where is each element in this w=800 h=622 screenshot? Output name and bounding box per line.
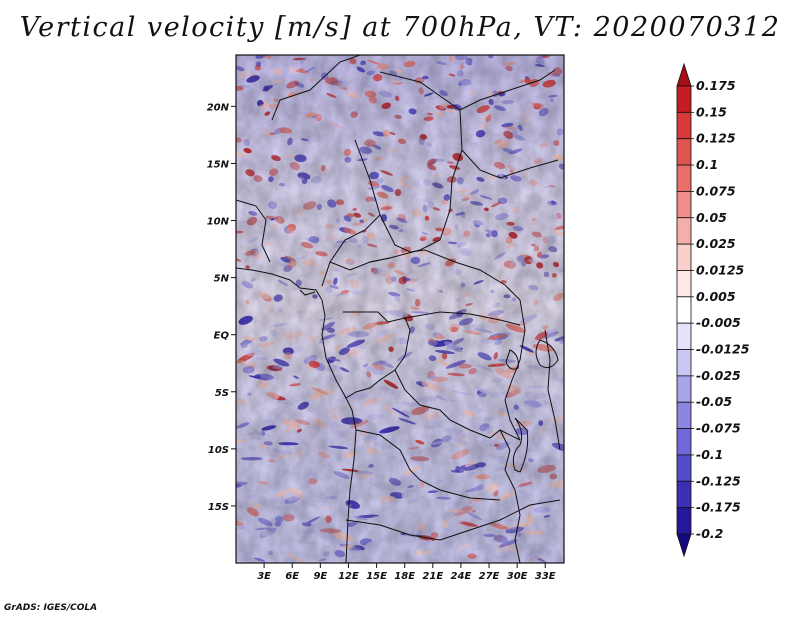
colorbar-label: -0.05 — [696, 394, 732, 409]
colorbar-label: -0.0125 — [696, 342, 750, 357]
colorbar-label: -0.125 — [696, 473, 741, 488]
colorbar-label: -0.1 — [696, 447, 723, 462]
lon-tick-label: 9E — [313, 571, 327, 582]
colorbar-swatch — [676, 191, 692, 219]
colorbar-label: 0.125 — [696, 131, 736, 146]
latitude-axis: 20N 15N 10N 5N EQ 5S 10S 15S — [207, 102, 236, 513]
colorbar-label: 0.0125 — [696, 262, 745, 277]
colorbar-label: 0.005 — [696, 289, 736, 304]
lat-tick-label: EQ — [214, 331, 230, 342]
colorbar-swatch — [676, 85, 692, 113]
lon-tick-label: 12E — [338, 571, 359, 582]
velocity-field — [236, 55, 564, 563]
lat-tick-label: 5N — [214, 274, 230, 285]
map-title: Vertical velocity [m/s] at 700hPa, VT: 2… — [19, 12, 781, 43]
lon-tick-label: 3E — [257, 571, 271, 582]
colorbar-swatch — [676, 375, 692, 403]
lat-tick-label: 15S — [208, 502, 229, 513]
colorbar-label: -0.2 — [696, 526, 723, 541]
colorbar-label: -0.075 — [696, 421, 741, 436]
map-frame — [235, 54, 565, 564]
colorbar-swatch — [676, 507, 692, 535]
lat-tick-label: 10S — [208, 445, 229, 456]
lon-tick-label: 24E — [451, 571, 472, 582]
lat-tick-label: 5S — [215, 388, 229, 399]
colorbar-label: 0.05 — [696, 210, 727, 225]
lat-tick-label: 15N — [207, 159, 230, 170]
colorbar-swatch — [676, 428, 692, 456]
colorbar-swatch — [676, 111, 692, 140]
colorbar-swatch — [676, 296, 692, 324]
longitude-axis: 3E 6E 9E 12E 15E 18E 21E 24E 27E 30E 33E — [257, 563, 556, 582]
lon-tick-label: 6E — [285, 571, 299, 582]
colorbar-swatch — [676, 322, 692, 350]
lon-tick-label: 18E — [394, 571, 415, 582]
colorbar-swatch — [676, 454, 692, 482]
colorbar-swatch — [676, 401, 692, 429]
grads-credit: GrADS: IGES/COLA — [4, 603, 98, 613]
colorbar-bottom-arrow — [676, 533, 692, 558]
colorbar: 0.175 0.15 0.125 0.1 0.075 0.05 0.025 0.0125 0.0… — [676, 62, 750, 558]
country-borders — [236, 55, 561, 563]
colorbar-swatch — [676, 243, 692, 271]
lat-tick-label: 20N — [207, 102, 230, 113]
colorbar-swatch — [676, 349, 692, 377]
lon-tick-label: 21E — [422, 571, 443, 582]
lat-tick-label: 10N — [207, 217, 230, 228]
colorbar-top-arrow — [676, 62, 692, 87]
colorbar-label: 0.075 — [696, 183, 736, 198]
colorbar-label: 0.175 — [696, 78, 736, 93]
lon-tick-label: 27E — [479, 571, 500, 582]
lon-tick-label: 15E — [366, 571, 387, 582]
colorbar-swatch — [676, 164, 692, 192]
colorbar-label: 0.025 — [696, 236, 736, 251]
colorbar-swatch — [676, 270, 692, 298]
colorbar-label: -0.025 — [696, 368, 741, 383]
colorbar-label: 0.15 — [696, 104, 727, 119]
colorbar-swatch — [676, 480, 692, 509]
colorbar-swatch — [676, 217, 692, 245]
colorbar-label: -0.005 — [696, 315, 741, 330]
lon-tick-label: 33E — [535, 571, 556, 582]
lon-tick-label: 30E — [507, 571, 528, 582]
colorbar-swatch — [676, 138, 692, 166]
colorbar-label: 0.1 — [696, 157, 718, 172]
colorbar-label: -0.175 — [696, 500, 741, 515]
